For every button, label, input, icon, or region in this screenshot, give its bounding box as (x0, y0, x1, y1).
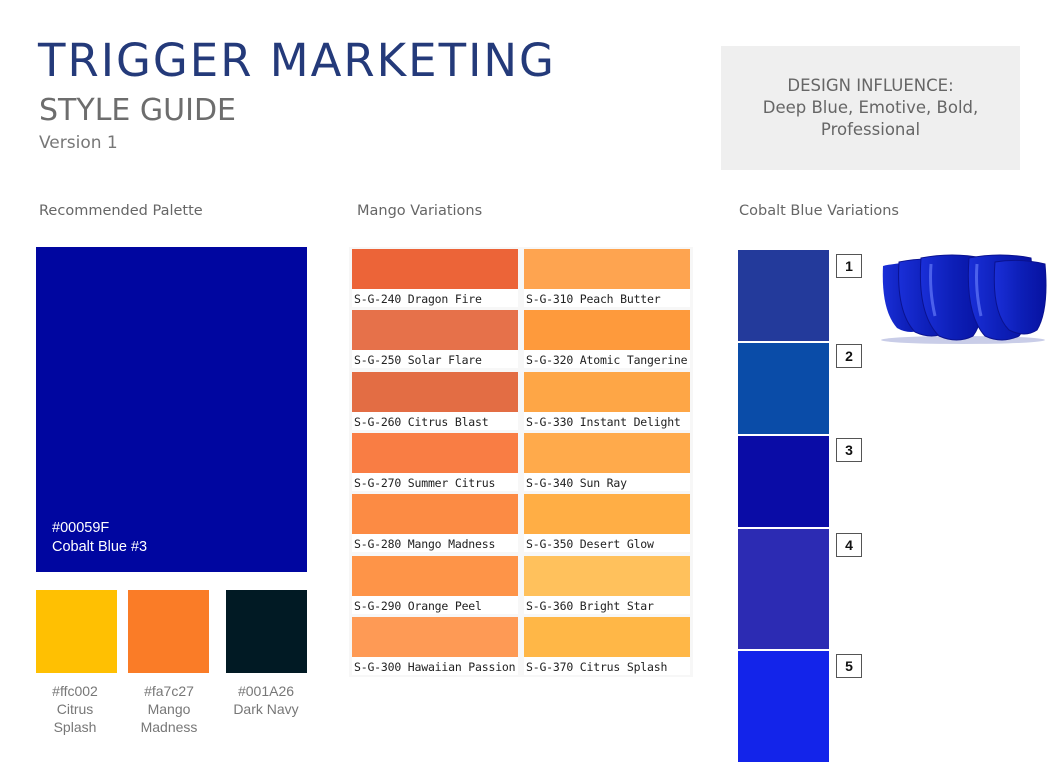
mango-color-chip (352, 432, 518, 473)
dark-navy-swatch (226, 590, 307, 673)
cobalt-number-2: 2 (836, 344, 862, 368)
mango-swatch: S-G-260 Citrus Blast (352, 371, 518, 430)
mango-swatch: S-G-340 Sun Ray (524, 432, 690, 491)
mango-swatch-name: S-G-360 Bright Star (526, 598, 654, 613)
mango-swatch-name: S-G-240 Dragon Fire (354, 292, 482, 306)
main-swatch-label: #00059F Cobalt Blue #3 (52, 519, 147, 557)
cobalt-number-3: 3 (836, 438, 862, 462)
mango-color-chip (352, 310, 518, 351)
mango-swatch: S-G-360 Bright Star (524, 555, 690, 614)
swatch-hex: #fa7c27 (144, 683, 194, 699)
swatch-hex: #ffc002 (52, 683, 98, 699)
page-title: TRIGGER MARKETING (38, 34, 556, 87)
mango-swatch: S-G-370 Citrus Splash (524, 616, 690, 675)
mango-variations-grid: S-G-240 Dragon Fire S-G-310 Peach Butter S… (349, 247, 693, 677)
mango-swatch: S-G-280 Mango Madness (352, 494, 518, 553)
mango-color-chip (524, 249, 690, 289)
mango-swatch: S-G-300 Hawaiian Passion (352, 616, 518, 675)
mango-color-chip (524, 371, 690, 412)
cobalt-number-1: 1 (836, 254, 862, 278)
mango-swatch: S-G-270 Summer Citrus (352, 432, 518, 491)
cobalt-variation-3 (738, 436, 829, 527)
mango-swatch: S-G-310 Peach Butter (524, 249, 690, 307)
palette-section-title: Recommended Palette (39, 203, 203, 219)
mango-swatch-name: S-G-340 Sun Ray (526, 475, 627, 490)
cobalt-number-4: 4 (836, 533, 862, 557)
mango-swatch: S-G-240 Dragon Fire (352, 249, 518, 307)
mango-color-chip (524, 555, 690, 596)
cobalt-variation-5 (738, 651, 829, 762)
citrus-splash-swatch (36, 590, 117, 673)
design-influence-box: DESIGN INFLUENCE: Deep Blue, Emotive, Bo… (721, 46, 1020, 170)
mango-section-title: Mango Variations (357, 203, 483, 219)
mango-swatch: S-G-320 Atomic Tangerine (524, 310, 690, 369)
cobalt-variation-1 (738, 250, 829, 341)
mango-swatch-name: S-G-330 Instant Delight (526, 414, 681, 429)
mango-color-chip (524, 310, 690, 351)
swatch-hex: #001A26 (237, 683, 295, 699)
cobalt-number-5: 5 (836, 654, 862, 678)
mango-swatch-name: S-G-300 Hawaiian Passion (354, 659, 516, 674)
mango-swatch-name: S-G-350 Desert Glow (526, 537, 654, 552)
page-subtitle: STYLE GUIDE (39, 93, 237, 128)
swatch-name-line1: Dark Navy (233, 701, 299, 717)
version-label: Version 1 (39, 133, 118, 153)
mango-madness-label: #fa7c27 Mango Madness (121, 682, 217, 736)
mango-swatch: S-G-250 Solar Flare (352, 310, 518, 369)
mango-color-chip (524, 432, 690, 473)
mango-swatch-name: S-G-270 Summer Citrus (354, 475, 496, 490)
swatch-name-line2: Madness (140, 719, 198, 735)
mango-swatch-name: S-G-370 Citrus Splash (526, 659, 668, 674)
mango-swatch-name: S-G-280 Mango Madness (354, 537, 496, 552)
cobalt-blue-main-swatch: #00059F Cobalt Blue #3 (36, 247, 307, 572)
swatch-name-line1: Mango (147, 701, 191, 717)
influence-line-2: Deep Blue, Emotive, Bold, (762, 98, 979, 117)
dark-navy-label: #001A26 Dark Navy (218, 682, 314, 718)
influence-heading: DESIGN INFLUENCE: (787, 76, 954, 95)
citrus-splash-label: #ffc002 Citrus Splash (27, 682, 123, 736)
swatch-name-line1: Citrus (56, 701, 94, 717)
mango-swatch-name: S-G-310 Peach Butter (526, 292, 661, 306)
cobalt-variation-2 (738, 343, 829, 434)
mango-swatch-name: S-G-260 Citrus Blast (354, 414, 489, 429)
main-swatch-hex: #00059F (52, 520, 110, 536)
mango-color-chip (352, 494, 518, 535)
mango-color-chip (524, 494, 690, 535)
mango-color-chip (352, 555, 518, 596)
mango-swatch: S-G-350 Desert Glow (524, 494, 690, 553)
mango-swatch-name: S-G-290 Orange Peel (354, 598, 482, 613)
mango-swatch-name: S-G-250 Solar Flare (354, 353, 482, 368)
mango-swatch: S-G-290 Orange Peel (352, 555, 518, 614)
mango-swatch-name: S-G-320 Atomic Tangerine (526, 353, 688, 368)
cobalt-section-title: Cobalt Blue Variations (739, 203, 899, 219)
cobalt-variation-4 (738, 529, 829, 649)
mango-color-chip (352, 249, 518, 289)
mango-color-chip (524, 616, 690, 657)
main-swatch-name: Cobalt Blue #3 (52, 539, 148, 555)
mango-madness-swatch (128, 590, 209, 673)
mango-color-chip (352, 616, 518, 657)
mango-swatch: S-G-330 Instant Delight (524, 371, 690, 430)
influence-line-3: Professional (820, 120, 921, 139)
swatch-name-line2: Splash (53, 719, 97, 735)
mango-color-chip (352, 371, 518, 412)
cobalt-glasses-image (881, 254, 1047, 344)
